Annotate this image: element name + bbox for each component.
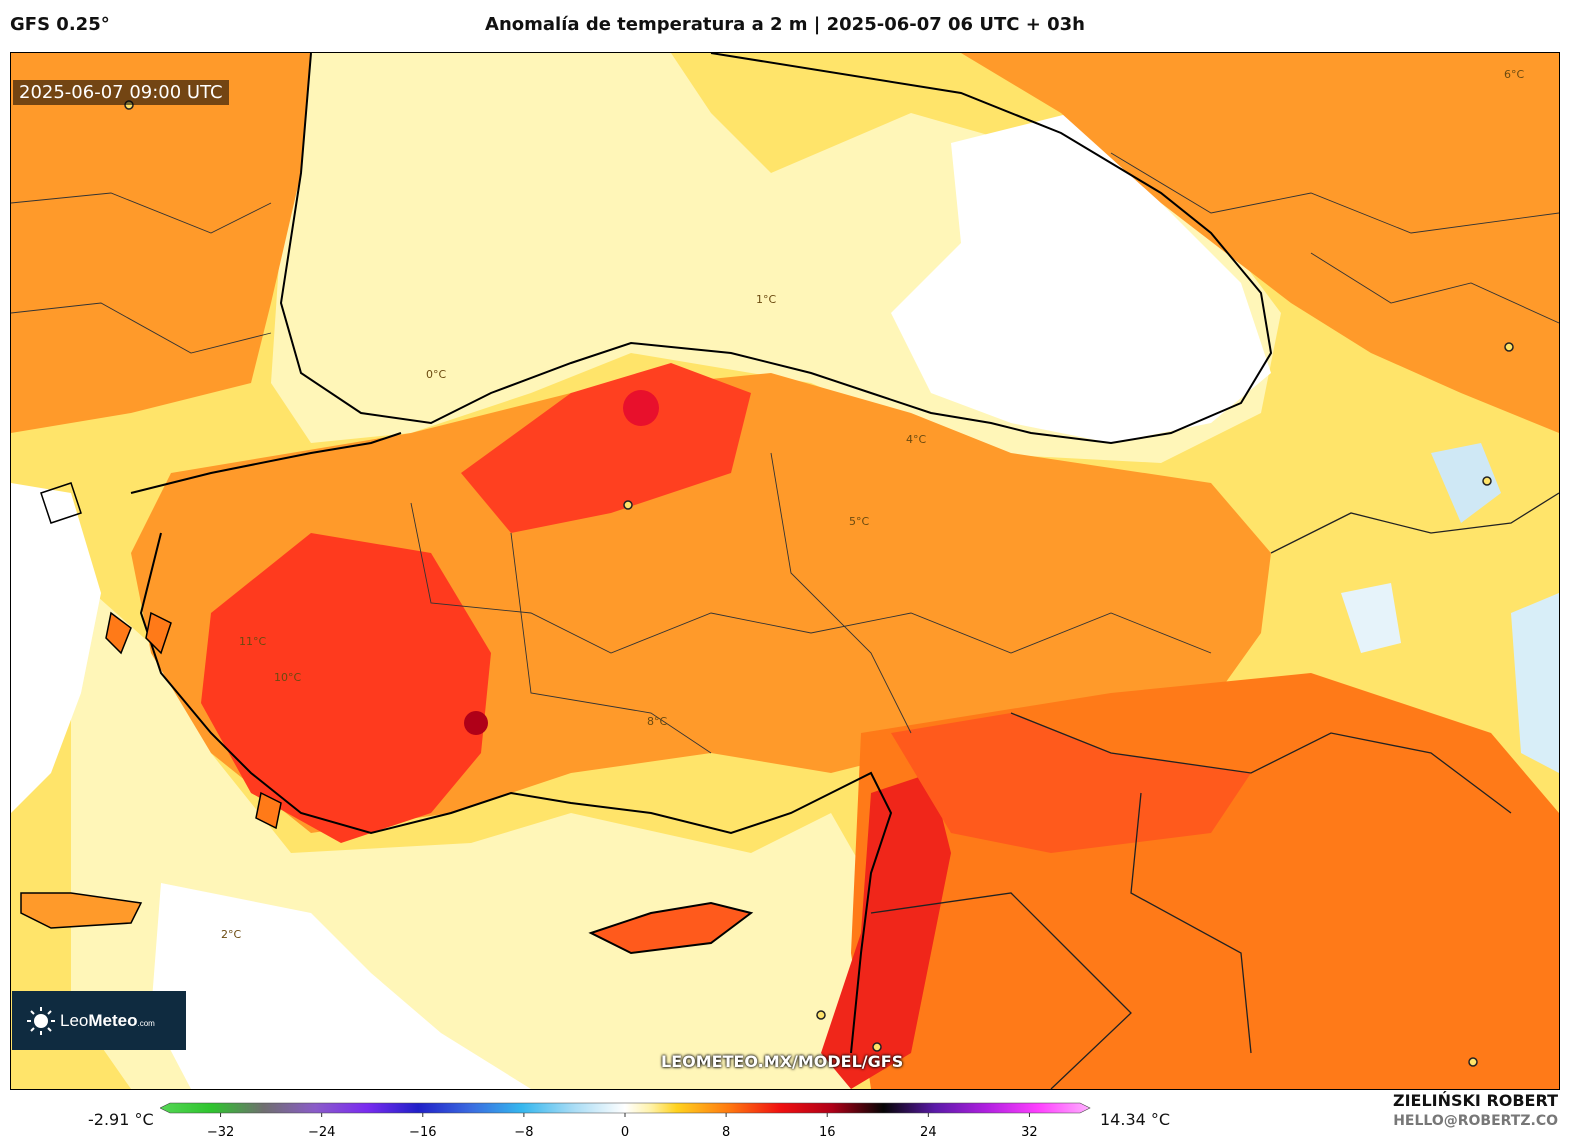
- author-name: ZIELIŃSKI ROBERT: [1392, 1091, 1558, 1110]
- colorbar-tick-label: 16: [819, 1125, 836, 1138]
- author-credit: ZIELIŃSKI ROBERT HELLO@ROBERTZ.CO: [1393, 1091, 1558, 1131]
- map-title: Anomalía de temperatura a 2 m | 2025-06-…: [485, 14, 1085, 35]
- isotherm-label: 0°C: [426, 368, 446, 381]
- source-watermark: LEOMETEO.MX/MODEL/GFS: [661, 1052, 904, 1071]
- colorbar-max-label: 14.34 °C: [1100, 1110, 1171, 1129]
- anomaly-map[interactable]: 0°C 1°C 2°C 4°C 5°C 6°C 8°C 10°C 11°C 20…: [10, 52, 1560, 1090]
- map-canvas: 0°C 1°C 2°C 4°C 5°C 6°C 8°C 10°C 11°C: [11, 53, 1559, 1089]
- colorbar-tick-label: −16: [409, 1125, 436, 1138]
- colorbar-tick-label: −24: [308, 1125, 335, 1138]
- valid-time-badge: 2025-06-07 09:00 UTC: [13, 80, 229, 105]
- leometeo-logo[interactable]: LeoMeteo.com: [12, 991, 186, 1050]
- colorbar-tick-label: −8: [514, 1125, 533, 1138]
- isotherm-label: 10°C: [274, 671, 301, 684]
- colorbar-tick-label: 24: [920, 1125, 937, 1138]
- colorbar-tick-label: 0: [621, 1125, 629, 1138]
- colorbar-tick-label: 32: [1021, 1125, 1038, 1138]
- isotherm-label: 5°C: [849, 515, 869, 528]
- isotherm-label: 11°C: [239, 635, 266, 648]
- sun-icon: [27, 1006, 55, 1035]
- isotherm-label: 8°C: [647, 715, 667, 728]
- colorbar-tick-label: −32: [207, 1125, 234, 1138]
- colorbar-tick-label: 8: [722, 1125, 730, 1138]
- colorbar-min-label: -2.91 °C: [88, 1110, 154, 1129]
- colorbar: −32 −24 −16 −8 0 8 16 24 32: [160, 1102, 1091, 1138]
- model-name: GFS 0.25°: [10, 14, 110, 35]
- isotherm-label: 2°C: [221, 928, 241, 941]
- logo-wordmark: LeoMeteo.com: [60, 1010, 155, 1030]
- isotherm-label: 6°C: [1504, 68, 1524, 81]
- isotherm-label: 4°C: [906, 433, 926, 446]
- author-email[interactable]: HELLO@ROBERTZ.CO: [1393, 1113, 1558, 1129]
- isotherm-label: 1°C: [756, 293, 776, 306]
